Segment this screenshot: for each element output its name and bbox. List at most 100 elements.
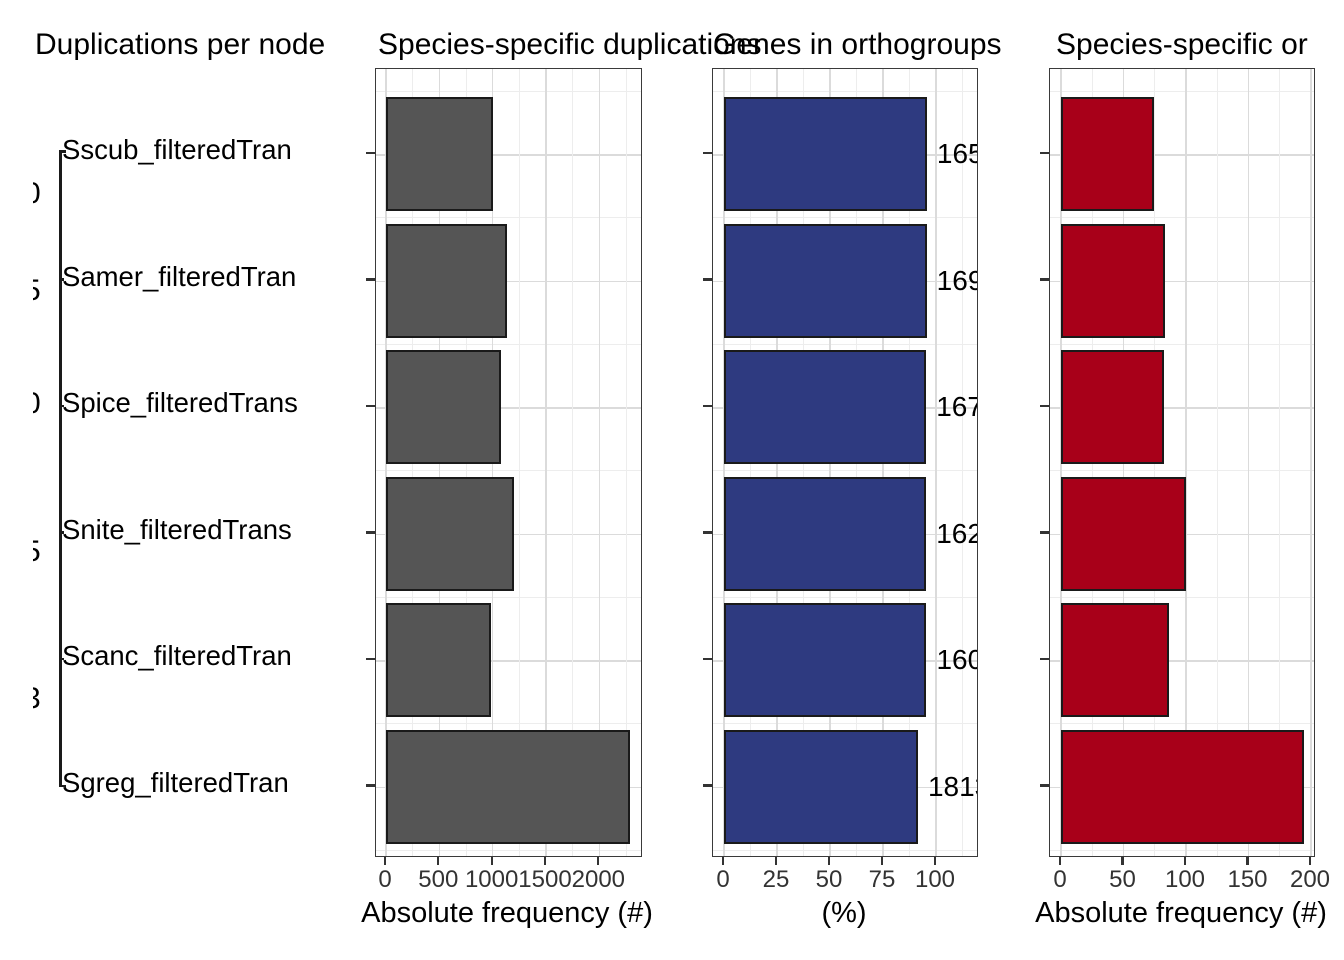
- x-tick: [597, 857, 600, 865]
- tree-branch-vertical: [59, 150, 62, 787]
- tree-branch-stub: [59, 531, 64, 534]
- node-label-fragment-text: 5: [33, 274, 41, 308]
- x-tick: [1183, 857, 1187, 865]
- x-tick: [827, 857, 831, 865]
- gridline-v-major: [385, 69, 387, 856]
- bar-value-label: 167: [936, 391, 977, 422]
- node-label-fragment: 5: [33, 535, 49, 571]
- x-tick-label: 2000: [571, 866, 626, 893]
- gridline-h-minor: [376, 91, 641, 92]
- x-tick-label: 1000: [464, 866, 519, 893]
- gridline-h-major: [376, 280, 641, 282]
- gridline-h-minor: [376, 470, 641, 472]
- bar: [1061, 223, 1165, 338]
- bar: [1061, 97, 1154, 211]
- y-tick: [366, 404, 375, 408]
- node-label-fragment: 0: [33, 387, 49, 423]
- x-tick: [437, 857, 440, 865]
- gridline-v-major: [1060, 69, 1062, 856]
- y-tick: [366, 278, 375, 281]
- x-tick: [721, 857, 725, 865]
- x-tick-label: 75: [868, 866, 896, 893]
- bar: [724, 223, 927, 338]
- y-tick: [1040, 404, 1049, 408]
- x-tick-label: 100: [1164, 866, 1206, 893]
- axis-title-percent: (%): [821, 897, 867, 929]
- x-tick: [880, 857, 884, 865]
- y-tick: [703, 657, 712, 661]
- gridline-h-major: [1050, 154, 1314, 156]
- y-tick: [1040, 278, 1049, 281]
- x-tick-label: 0: [716, 866, 730, 893]
- gridline-h-minor: [376, 723, 641, 725]
- x-tick-label: 100: [914, 866, 956, 893]
- bar: [386, 223, 507, 338]
- x-tick-label: 25: [762, 866, 790, 893]
- species-label: Samer_filteredTran: [62, 260, 297, 292]
- bar-value-label: 169: [936, 264, 977, 296]
- gridline-h-minor: [376, 596, 641, 598]
- gridline-h-major: [1050, 407, 1314, 409]
- y-tick: [1040, 784, 1049, 787]
- gridline-v-major: [935, 69, 937, 856]
- x-tick-label: 200: [1289, 866, 1331, 893]
- bar: [386, 350, 502, 464]
- bar: [724, 729, 918, 844]
- y-tick: [366, 531, 375, 534]
- x-tick: [383, 857, 387, 865]
- x-tick-label: 1500: [518, 866, 572, 893]
- gridline-h-major: [1050, 660, 1314, 662]
- gridline-h-minor: [1050, 91, 1314, 92]
- y-tick: [1040, 531, 1049, 534]
- bar: [386, 97, 493, 211]
- bar: [724, 603, 927, 717]
- x-tick: [1246, 857, 1249, 865]
- gridline-v-minor: [572, 69, 574, 856]
- gridline-h-minor: [713, 343, 977, 345]
- gridline-v-minor: [518, 69, 520, 856]
- gridline-h-minor: [1050, 849, 1314, 851]
- gridline-v-minor: [625, 69, 627, 856]
- tree-branch-stub: [59, 404, 64, 408]
- node-label-fragment-text: 0: [33, 177, 41, 211]
- chart-title-genes-in-orthogroups: Genes in orthogroups: [713, 28, 1002, 61]
- bar: [386, 476, 514, 591]
- bar: [386, 603, 491, 717]
- bar: [724, 97, 927, 211]
- y-tick: [366, 151, 375, 155]
- axis-title-absolute-frequency-1: Absolute frequency (#): [361, 897, 653, 929]
- y-tick: [703, 151, 712, 155]
- species-label: Snite_filteredTrans: [62, 513, 292, 545]
- x-tick-label: 150: [1227, 866, 1268, 893]
- node-label-fragment-text: 0: [33, 387, 41, 421]
- gridline-v-major: [723, 69, 725, 856]
- gridline-h-minor: [1050, 596, 1314, 598]
- x-tick: [490, 857, 493, 865]
- x-tick-label: 50: [815, 866, 843, 893]
- gridline-h-major: [376, 154, 641, 156]
- bar-value-label: 162: [936, 517, 977, 549]
- x-tick: [1058, 857, 1062, 865]
- x-tick: [1308, 857, 1312, 865]
- bar: [724, 476, 927, 591]
- gridline-h-minor: [713, 470, 977, 472]
- node-label-fragment-text: 3: [33, 682, 41, 716]
- gridline-v-minor: [962, 69, 963, 856]
- x-tick: [1121, 857, 1124, 865]
- y-tick: [703, 278, 712, 281]
- tree-branch-bottom: [59, 784, 66, 788]
- bar: [1061, 476, 1186, 591]
- species-label: Spice_filteredTrans: [62, 387, 298, 418]
- gridline-h-minor: [1050, 343, 1314, 345]
- bar-value-label: 165: [936, 138, 977, 169]
- gridline-h-minor: [713, 91, 977, 92]
- axis-title-absolute-frequency-2: Absolute frequency (#): [1035, 897, 1327, 929]
- x-tick: [933, 857, 937, 865]
- x-tick: [543, 857, 547, 865]
- panel-species-specific-duplications: [375, 68, 642, 857]
- gridline-v-major: [1247, 69, 1250, 856]
- y-tick: [1040, 151, 1049, 155]
- y-tick: [366, 657, 375, 661]
- gridline-v-major: [545, 69, 547, 856]
